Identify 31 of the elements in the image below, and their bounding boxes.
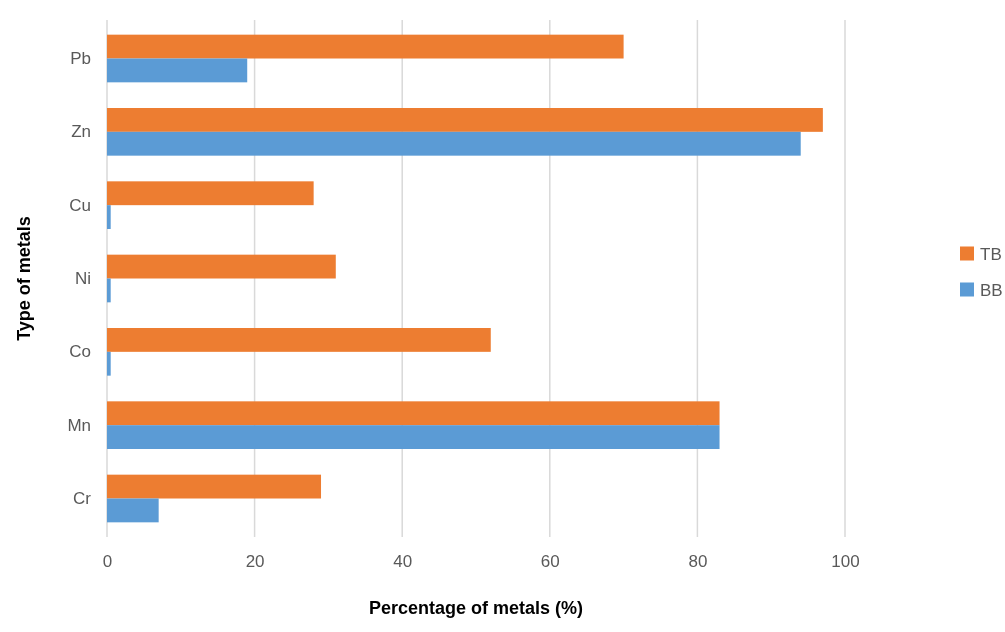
x-tick-label: 40 (393, 552, 413, 572)
y-tick-label: Pb (70, 48, 91, 68)
bar (107, 401, 720, 426)
legend-label: TB (980, 244, 1002, 264)
bar (107, 278, 111, 303)
y-axis-title: Type of metals (14, 216, 34, 341)
x-tick-label: 20 (245, 552, 265, 572)
y-tick-label: Ni (74, 268, 91, 288)
bar (107, 474, 322, 499)
bar (107, 58, 248, 83)
bar (107, 425, 720, 449)
x-tick-label: 80 (688, 552, 708, 572)
bar (107, 254, 336, 279)
bar (107, 328, 491, 352)
y-tick-label: Cu (69, 195, 91, 215)
y-tick-label: Mn (67, 415, 91, 435)
bar (107, 34, 624, 59)
y-tick-label: Cr (73, 488, 92, 508)
bar (107, 351, 111, 376)
bar (107, 498, 159, 523)
x-tick-label: 0 (102, 552, 113, 572)
y-tick-label: Co (69, 342, 91, 362)
bar (107, 181, 314, 206)
legend-label: BB (980, 280, 1003, 300)
bar (107, 131, 801, 156)
bar (107, 108, 823, 132)
y-tick-label: Zn (71, 122, 91, 142)
x-tick-label: 60 (540, 552, 560, 572)
x-axis-title: Percentage of metals (%) (368, 598, 584, 618)
x-tick-label: 100 (831, 552, 860, 572)
bar (107, 205, 111, 229)
